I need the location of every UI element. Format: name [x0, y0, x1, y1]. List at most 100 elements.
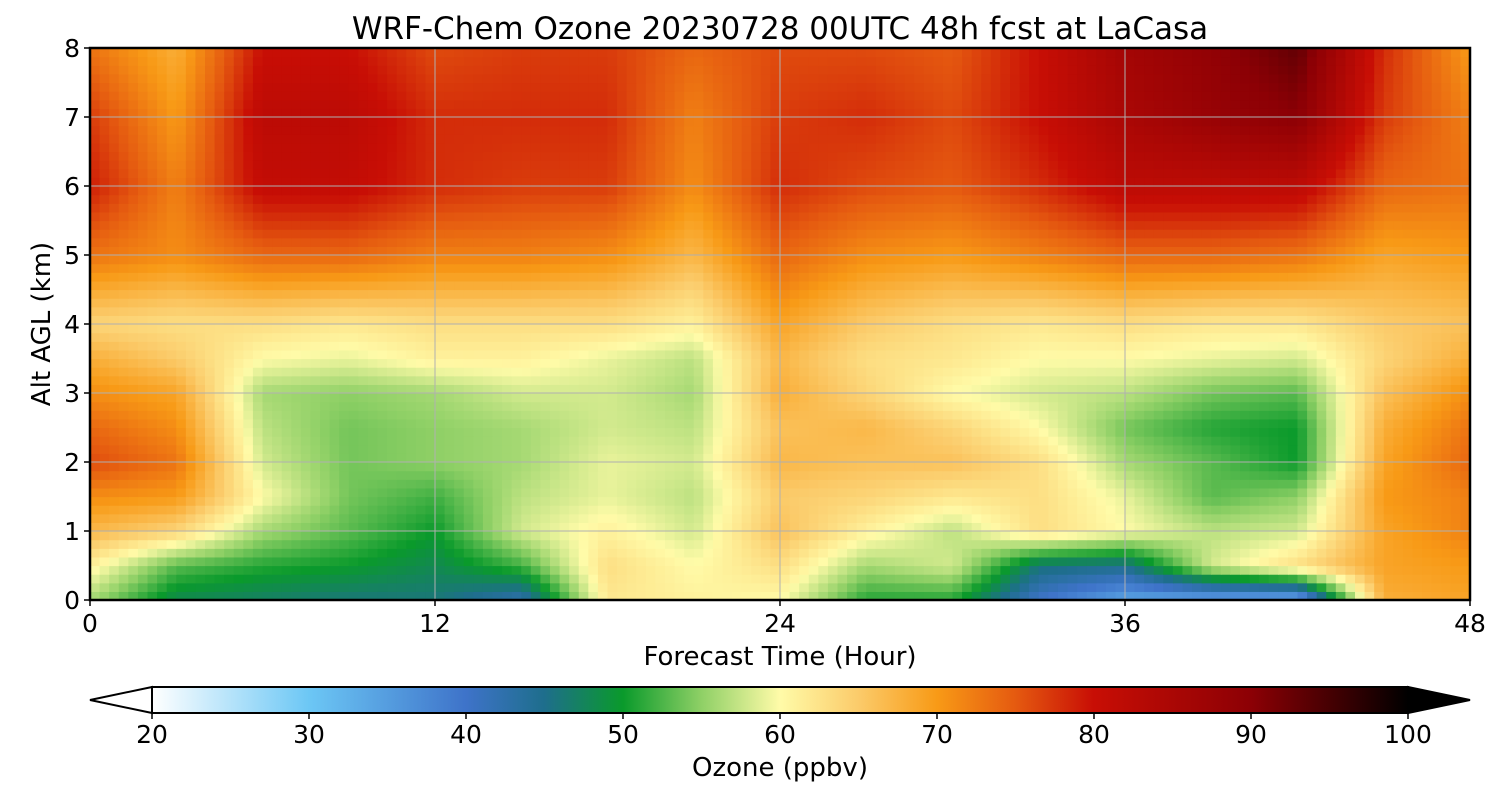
heatmap-cell: [933, 410, 944, 420]
heatmap-cell: [1326, 315, 1337, 325]
heatmap-cell: [1192, 453, 1203, 463]
heatmap-cell: [1460, 367, 1470, 377]
heatmap-cell: [760, 444, 772, 454]
heatmap-cell: [760, 462, 772, 472]
heatmap-cell: [1345, 470, 1356, 480]
heatmap-cell: [281, 539, 292, 549]
heatmap-cell: [1172, 444, 1184, 454]
heatmap-cell: [291, 358, 302, 368]
heatmap-cell: [952, 453, 963, 463]
heatmap-cell: [1355, 556, 1366, 567]
heatmap-cell: [1259, 548, 1270, 558]
heatmap-cell: [1125, 384, 1136, 394]
heatmap-cell: [866, 531, 877, 541]
heatmap-cell: [502, 505, 513, 515]
heatmap-cell: [1077, 401, 1088, 411]
heatmap-cell: [1010, 496, 1021, 506]
heatmap-cell: [923, 393, 934, 403]
heatmap-cell: [866, 427, 877, 437]
heatmap-cell: [904, 470, 915, 480]
heatmap-cell: [770, 582, 781, 592]
heatmap-cell: [252, 462, 264, 472]
heatmap-cell: [329, 574, 340, 584]
heatmap-cell: [626, 591, 637, 600]
heatmap-cell: [693, 522, 704, 532]
heatmap-cell: [827, 539, 839, 549]
heatmap-cell: [665, 591, 676, 600]
heatmap-cell: [818, 453, 829, 463]
heatmap-cell: [1105, 358, 1117, 368]
heatmap-cell: [875, 582, 887, 592]
heatmap-cell: [166, 565, 177, 575]
heatmap-cell: [233, 349, 244, 360]
heatmap-cell: [827, 531, 839, 541]
heatmap-cell: [1010, 487, 1021, 498]
heatmap-cell: [1105, 565, 1117, 575]
heatmap-cell: [674, 367, 685, 377]
heatmap-cell: [1192, 436, 1203, 446]
heatmap-cell: [1057, 496, 1069, 506]
heatmap-cell: [1067, 315, 1078, 325]
heatmap-cell: [1153, 401, 1164, 411]
heatmap-cell: [252, 513, 264, 523]
heatmap-cell: [1345, 487, 1356, 498]
heatmap-cell: [655, 496, 666, 506]
heatmap-cell: [435, 332, 446, 342]
heatmap-cell: [1374, 358, 1385, 368]
heatmap-cell: [952, 418, 963, 429]
heatmap-cell: [780, 574, 791, 584]
heatmap-cell: [1134, 384, 1145, 394]
heatmap-cell: [205, 418, 216, 429]
heatmap-cell: [147, 556, 158, 567]
heatmap-cell: [1402, 324, 1414, 334]
heatmap-cell: [578, 436, 589, 446]
heatmap-cell: [387, 306, 398, 316]
heatmap-cell: [990, 565, 1002, 575]
heatmap-cell: [262, 565, 273, 575]
heatmap-cell: [157, 565, 168, 575]
heatmap-cell: [942, 332, 954, 342]
heatmap-cell: [205, 470, 216, 480]
heatmap-cell: [818, 556, 829, 567]
heatmap-cell: [1192, 384, 1203, 394]
heatmap-cell: [1297, 341, 1308, 351]
heatmap-cell: [214, 505, 225, 515]
heatmap-cell: [837, 479, 848, 489]
heatmap-cell: [1355, 418, 1366, 429]
heatmap-cell: [962, 505, 973, 515]
heatmap-cell: [990, 384, 1002, 394]
heatmap-cell: [166, 393, 177, 403]
heatmap-cell: [157, 591, 168, 600]
heatmap-cell: [1115, 539, 1126, 549]
heatmap-cell: [281, 375, 292, 385]
heatmap-cell: [310, 505, 321, 515]
heatmap-cell: [444, 427, 455, 437]
heatmap-cell: [885, 367, 896, 377]
heatmap-cell: [1393, 427, 1404, 437]
heatmap-cell: [866, 505, 877, 515]
heatmap-cell: [808, 375, 819, 385]
heatmap-cell: [185, 487, 197, 498]
heatmap-cell: [636, 401, 647, 411]
heatmap-cell: [492, 591, 503, 600]
heatmap-cell: [847, 315, 858, 325]
heatmap-cell: [1125, 470, 1136, 480]
heatmap-cell: [722, 298, 733, 308]
heatmap-cell: [712, 384, 724, 394]
heatmap-cell: [1441, 418, 1452, 429]
heatmap-cell: [463, 418, 474, 429]
heatmap-cell: [1096, 591, 1107, 600]
heatmap-cell: [1326, 324, 1337, 334]
heatmap-cell: [425, 522, 436, 532]
heatmap-cell: [597, 505, 609, 515]
heatmap-cell: [837, 315, 848, 325]
heatmap-cell: [942, 306, 954, 316]
heatmap-cell: [463, 505, 474, 515]
heatmap-cell: [818, 470, 829, 480]
heatmap-cell: [837, 470, 848, 480]
heatmap-cell: [770, 591, 781, 600]
heatmap-cell: [645, 582, 657, 592]
heatmap-cell: [540, 453, 551, 463]
heatmap-cell: [751, 462, 762, 472]
heatmap-cell: [1249, 444, 1260, 454]
